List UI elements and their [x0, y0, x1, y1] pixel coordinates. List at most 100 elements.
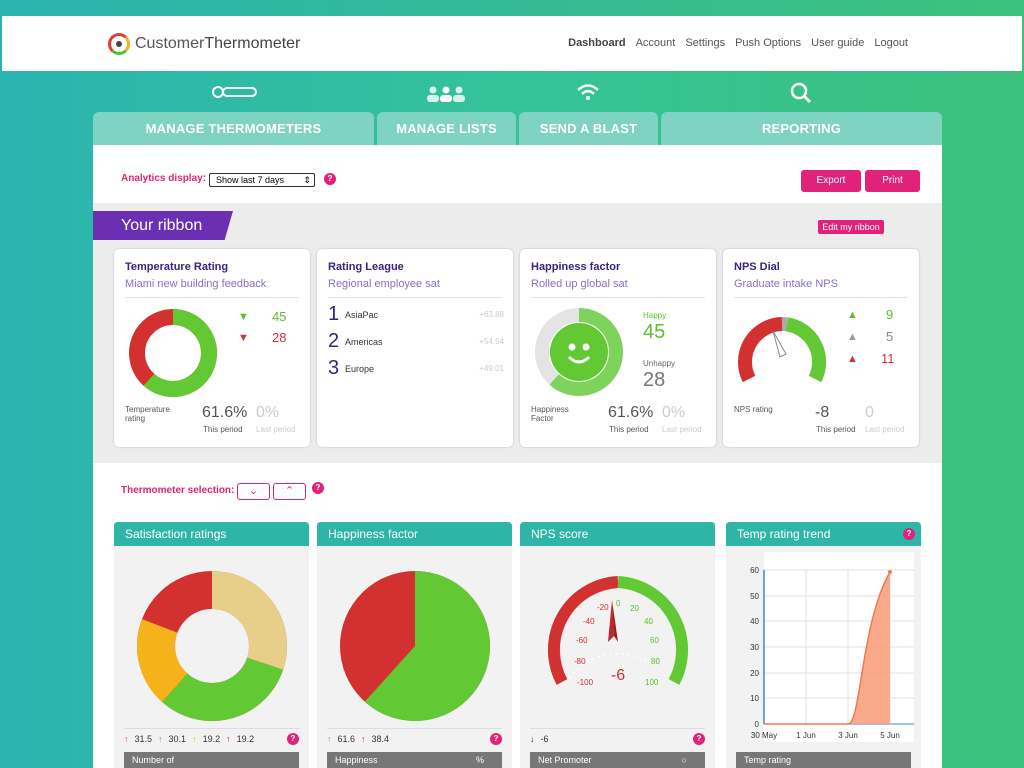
- svg-text:-80: -80: [574, 657, 586, 666]
- top-nav: Dashboard Account Settings Push Options …: [568, 37, 908, 49]
- svg-text:-6: -6: [611, 667, 625, 684]
- last-period-label: Last period: [256, 425, 296, 434]
- svg-text:3 Jun: 3 Jun: [838, 731, 858, 740]
- passive-icon: ▲: [847, 331, 858, 343]
- nav-logout[interactable]: Logout: [874, 37, 908, 49]
- search-icon: [790, 82, 812, 104]
- card-rating-league[interactable]: Rating League Regional employee sat 1 As…: [317, 249, 513, 447]
- widget-bar-label: Temp rating: [736, 752, 911, 768]
- ribbon-title: Your ribbon: [93, 211, 233, 240]
- svg-text:60: 60: [650, 636, 659, 645]
- help-icon[interactable]: ?: [490, 732, 502, 745]
- league-row[interactable]: 3 Europe +49.01: [328, 357, 504, 379]
- card-nps-dial[interactable]: NPS Dial Graduate intake NPS ▲ 9 ▲ 5 ▲ 1…: [723, 249, 919, 447]
- svg-text:-20: -20: [597, 603, 609, 612]
- tab-manage-thermometers[interactable]: MANAGE THERMOMETERS: [93, 112, 374, 145]
- this-period-label: This period: [816, 425, 856, 434]
- analytics-label: Analytics display:: [121, 173, 207, 184]
- header: CustomerThermometer Dashboard Account Se…: [2, 16, 1022, 71]
- svg-text:-60: -60: [576, 636, 588, 645]
- card-subtitle: Miami new building feedback: [125, 278, 267, 290]
- nav-account[interactable]: Account: [635, 37, 676, 49]
- temp-up-count: 45: [272, 309, 287, 324]
- nav-dashboard[interactable]: Dashboard: [568, 37, 626, 49]
- widget-title: Satisfaction ratings: [114, 522, 309, 546]
- league-row[interactable]: 1 AsiaPac +63.88: [328, 303, 504, 325]
- widget-title: Temp rating trend ?: [726, 522, 921, 546]
- tab-reporting[interactable]: REPORTING: [661, 112, 942, 145]
- help-icon[interactable]: ?: [324, 173, 336, 185]
- help-icon[interactable]: ?: [693, 732, 705, 745]
- svg-text:100: 100: [645, 678, 659, 687]
- thermometer-selection-label: Thermometer selection:: [121, 485, 235, 496]
- svg-text:20: 20: [750, 669, 759, 678]
- nav-push-options[interactable]: Push Options: [735, 37, 802, 49]
- last-period-label: Last period: [865, 425, 905, 434]
- ribbon-area: Your ribbon Edit my ribbon Temperature R…: [93, 203, 942, 463]
- svg-text:10: 10: [750, 694, 759, 703]
- this-period-label: This period: [203, 425, 243, 434]
- card-title: Happiness factor: [531, 261, 621, 273]
- unhappy-label: Unhappy: [643, 359, 676, 368]
- detractor-icon: ▲: [847, 353, 858, 365]
- nav-settings[interactable]: Settings: [685, 37, 726, 49]
- svg-text:50: 50: [750, 592, 759, 601]
- happiness-pie: [340, 571, 490, 721]
- selection-up-button[interactable]: ⌃: [273, 483, 306, 500]
- svg-text:20: 20: [630, 604, 639, 613]
- temp-down-count: 28: [272, 330, 287, 345]
- edit-ribbon-button[interactable]: Edit my ribbon: [818, 220, 884, 234]
- widget-satisfaction-ratings: Satisfaction ratings ↑ 31.5 ↑ 30.1 ↑ 19.2 ↑…: [114, 522, 309, 768]
- widget-title: NPS score: [520, 522, 715, 546]
- passives-count: 5: [886, 329, 894, 344]
- export-button[interactable]: Export: [801, 170, 861, 192]
- nps-gauge: -100 -80 -60 -40 -20 0 20 40 60 80 100 -…: [547, 576, 689, 687]
- temp-pct: 61.6%: [202, 404, 248, 421]
- tab-manage-lists[interactable]: MANAGE LISTS: [377, 112, 516, 145]
- svg-text:40: 40: [750, 617, 759, 626]
- help-icon[interactable]: ?: [287, 732, 299, 745]
- card-title: Rating League: [328, 261, 404, 273]
- svg-text:60: 60: [750, 566, 759, 575]
- temp-rating-label: Temperature rating: [125, 405, 170, 423]
- card-title: NPS Dial: [734, 261, 780, 273]
- happy-label: Happy: [643, 311, 667, 320]
- print-button[interactable]: Print: [865, 170, 920, 192]
- logo[interactable]: CustomerThermometer: [108, 33, 300, 55]
- help-icon[interactable]: ?: [903, 528, 915, 540]
- happy-count: 45: [643, 321, 666, 343]
- svg-text:-40: -40: [583, 617, 595, 626]
- widget-bar-label: Number of: [124, 752, 299, 768]
- help-icon[interactable]: ?: [312, 482, 324, 494]
- this-period-label: This period: [609, 425, 649, 434]
- happy-last: 0%: [662, 404, 686, 421]
- league-row[interactable]: 2 Americas +54.54: [328, 330, 504, 352]
- tab-icons: [93, 80, 942, 110]
- smiley-gauge: [535, 308, 623, 396]
- svg-text:5 Jun: 5 Jun: [880, 731, 900, 740]
- card-temperature-rating[interactable]: Temperature Rating Miami new building fe…: [114, 249, 310, 447]
- widget-title: Happiness factor: [317, 522, 512, 546]
- svg-text:30: 30: [750, 643, 759, 652]
- svg-text:80: 80: [651, 657, 660, 666]
- nav-user-guide[interactable]: User guide: [811, 37, 865, 49]
- temp-last: 0%: [256, 404, 280, 421]
- analytics-select[interactable]: Show last 7 days: [209, 173, 315, 187]
- svg-text:1 Jun: 1 Jun: [796, 731, 816, 740]
- card-title: Temperature Rating: [125, 261, 229, 273]
- tab-send-a-blast[interactable]: SEND A BLAST: [519, 112, 658, 145]
- widget-footer: ↑ 61.6 ↑ 38.4 ?: [327, 728, 502, 748]
- widget-happiness-factor: Happiness factor ↑ 61.6 ↑ 38.4 ? Happiness…: [317, 522, 512, 768]
- wifi-icon: [577, 84, 599, 100]
- nps-rating-label: NPS rating: [734, 405, 773, 414]
- temp-rating-trend-chart: 60 50 40 30 20 10 0 30 May 1 Jun 3 Jun 5…: [750, 552, 914, 742]
- card-subtitle: Graduate intake NPS: [734, 278, 838, 290]
- league-list: 1 AsiaPac +63.88 2 Americas +54.54 3 Eur…: [328, 301, 504, 382]
- nps-dial-gauge: [738, 317, 827, 383]
- selection-down-button[interactable]: ⌄: [237, 483, 270, 500]
- card-subtitle: Regional employee sat: [328, 278, 440, 290]
- card-happiness-factor[interactable]: Happiness factor Rolled up global sat Ha…: [520, 249, 716, 447]
- last-period-label: Last period: [662, 425, 702, 434]
- nps-score: -8: [815, 404, 830, 421]
- top-accent-bar: [0, 0, 1024, 16]
